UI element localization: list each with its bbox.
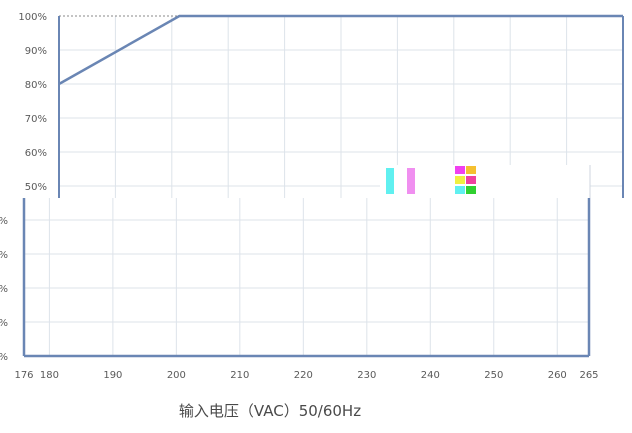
- x-tick-label: 230: [357, 370, 376, 381]
- x-tick-label: 210: [230, 370, 249, 381]
- color-artifact: [455, 176, 465, 184]
- overlay: [380, 165, 591, 198]
- x-tick-label: 180: [40, 370, 59, 381]
- y-tick-label: 90%: [25, 46, 47, 57]
- x-tick-label: 200: [167, 370, 186, 381]
- x-tick-label: 176: [14, 370, 33, 381]
- y-tick-label: %: [0, 318, 8, 329]
- color-artifact: [407, 168, 415, 194]
- upper-panel: 100% 90% 80% 70% 60% 50%: [18, 12, 624, 198]
- color-artifact: [455, 166, 465, 174]
- color-artifact: [466, 176, 476, 184]
- y-tick-label: %: [0, 284, 8, 295]
- y-tick-label: 70%: [25, 114, 47, 125]
- x-axis-label: 输入电压（VAC）50/60Hz: [179, 402, 361, 420]
- x-tick-label: 260: [548, 370, 567, 381]
- x-tick-label: 265: [579, 370, 598, 381]
- y-tick-label: 50%: [25, 182, 47, 193]
- x-tick-label: 220: [294, 370, 313, 381]
- series-line: [58, 14, 623, 86]
- color-artifact: [466, 166, 476, 174]
- color-artifact: [386, 168, 394, 194]
- y-tick-label: 60%: [25, 148, 47, 159]
- y-tick-label: %: [0, 250, 8, 261]
- y-tick-label: %: [0, 216, 8, 227]
- color-artifact: [466, 186, 476, 194]
- lower-panel-bg: [0, 198, 600, 428]
- y-tick-label: 80%: [25, 80, 47, 91]
- x-tick-label: 240: [421, 370, 440, 381]
- color-artifact: [455, 186, 465, 194]
- x-tick-label: 190: [103, 370, 122, 381]
- y-tick-label: 100%: [18, 12, 47, 23]
- x-tick-label: 250: [484, 370, 503, 381]
- lower-panel: %%%%% 176 180 190 200 210 220 230 240 250 260 265: [0, 198, 600, 428]
- y-tick-label: %: [0, 352, 8, 363]
